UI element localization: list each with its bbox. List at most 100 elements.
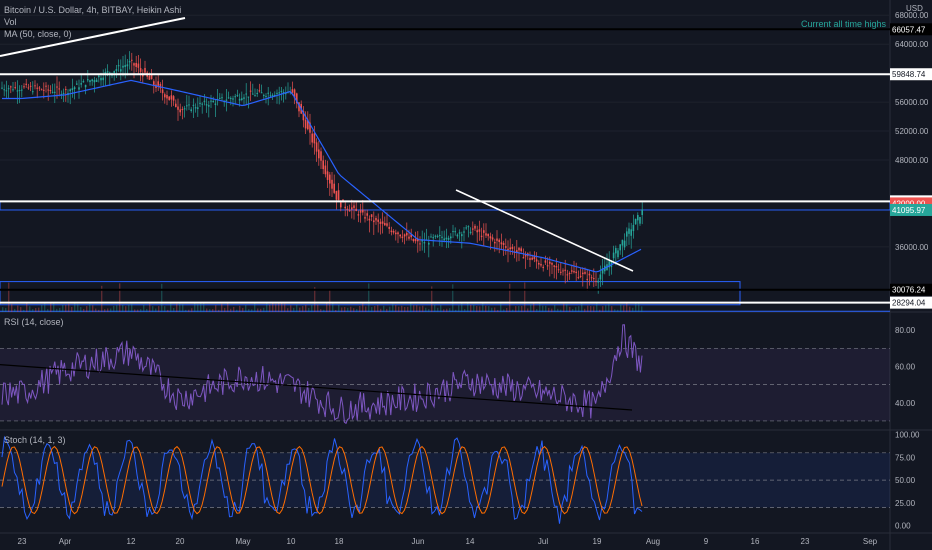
candle-body bbox=[117, 65, 120, 67]
candle-body bbox=[126, 64, 129, 67]
candle-body bbox=[14, 87, 16, 89]
candle-body bbox=[542, 266, 544, 269]
candle-body bbox=[87, 79, 89, 81]
volume-bar bbox=[14, 308, 16, 312]
candle-body bbox=[249, 90, 252, 92]
candle-body bbox=[256, 92, 258, 94]
rsi-tick-label: 40.00 bbox=[895, 399, 916, 408]
price-tick-label: 68000.00 bbox=[895, 11, 929, 20]
candle-body bbox=[274, 94, 276, 96]
volume-bar bbox=[380, 308, 382, 312]
volume-bar bbox=[116, 305, 118, 312]
candle-body bbox=[337, 190, 340, 201]
candle-body bbox=[518, 247, 520, 251]
price-tick-label: 64000.00 bbox=[895, 40, 929, 49]
candle-body bbox=[478, 229, 481, 232]
candle-body bbox=[346, 208, 349, 211]
volume-bar bbox=[605, 305, 607, 312]
volume-bar bbox=[191, 308, 193, 312]
candle-body bbox=[201, 103, 203, 105]
volume-bar bbox=[137, 309, 139, 312]
candles bbox=[1, 51, 643, 294]
volume-bar bbox=[521, 305, 523, 312]
volume-bar bbox=[383, 305, 385, 312]
candle-body bbox=[322, 160, 324, 170]
candle-body bbox=[377, 219, 379, 222]
volume-bar bbox=[200, 302, 202, 312]
volume-bar bbox=[413, 305, 415, 312]
candle-body bbox=[265, 95, 267, 97]
volume-bar bbox=[149, 302, 151, 312]
volume-bar bbox=[266, 302, 268, 312]
candle-body bbox=[359, 210, 362, 213]
candle-body bbox=[384, 223, 386, 226]
candle-body bbox=[100, 77, 102, 81]
volume-bar bbox=[263, 307, 265, 312]
candle-body bbox=[23, 86, 25, 88]
candle-body bbox=[47, 89, 49, 91]
volume-bar bbox=[26, 302, 28, 312]
candle-body bbox=[76, 83, 78, 85]
volume-bar bbox=[158, 306, 160, 312]
candle-body bbox=[399, 234, 401, 237]
volume-bar bbox=[317, 304, 319, 312]
candle-body bbox=[441, 236, 443, 238]
candle-body bbox=[302, 110, 305, 121]
volume-bar bbox=[239, 305, 241, 312]
candle-body bbox=[639, 216, 641, 224]
all-time-high-annotation: Current all time highs bbox=[800, 19, 886, 29]
candle-body bbox=[434, 235, 437, 237]
candle-body bbox=[16, 90, 19, 92]
candle-body bbox=[531, 257, 533, 260]
candle-body bbox=[320, 151, 322, 161]
candle-body bbox=[357, 214, 360, 216]
chart-legend: Bitcoin / U.S. Dollar, 4h, BITBAY, Heiki… bbox=[4, 4, 181, 40]
volume-bar bbox=[335, 309, 337, 312]
volume-bar bbox=[434, 304, 436, 312]
candle-body bbox=[579, 275, 582, 277]
candle-body bbox=[445, 237, 448, 240]
candle-body bbox=[355, 208, 357, 212]
candle-body bbox=[214, 103, 217, 105]
candle-body bbox=[232, 98, 234, 100]
candle-body bbox=[49, 90, 52, 92]
time-tick-label: 12 bbox=[127, 537, 136, 546]
volume-bar bbox=[98, 309, 100, 312]
volume-bar bbox=[524, 282, 526, 312]
candle-body bbox=[571, 270, 573, 272]
candle-body bbox=[122, 65, 124, 68]
volume-bar bbox=[494, 307, 496, 312]
volume-bar bbox=[578, 306, 580, 312]
candle-body bbox=[7, 88, 10, 90]
volume-bar bbox=[617, 309, 619, 312]
volume-bar bbox=[272, 303, 274, 312]
time-tick-label: 10 bbox=[287, 537, 296, 546]
volume-bar bbox=[533, 303, 535, 312]
candle-body bbox=[366, 213, 368, 216]
candle-body bbox=[243, 97, 245, 99]
volume-bar bbox=[563, 303, 565, 312]
volume-bar bbox=[41, 304, 43, 312]
candle-body bbox=[197, 107, 199, 109]
volume-bar bbox=[299, 307, 301, 312]
volume-bar bbox=[248, 309, 250, 312]
candle-body bbox=[505, 246, 507, 248]
volume-bar bbox=[194, 302, 196, 312]
volume-bar bbox=[407, 306, 409, 312]
volume-bar bbox=[545, 305, 547, 312]
candle-body bbox=[469, 231, 472, 234]
candle-body bbox=[476, 230, 478, 233]
candle-body bbox=[626, 231, 628, 237]
downtrend-line bbox=[455, 189, 634, 272]
candle-body bbox=[252, 93, 254, 95]
candle-body bbox=[586, 278, 588, 280]
candle-body bbox=[227, 97, 230, 99]
volume-bar bbox=[101, 285, 103, 312]
candle-body bbox=[535, 259, 538, 262]
volume-bar bbox=[410, 302, 412, 312]
candle-body bbox=[18, 90, 21, 92]
resistance-zone-box bbox=[0, 200, 891, 211]
stoch-title: Stoch (14, 1, 3) bbox=[4, 435, 66, 445]
candle-body bbox=[128, 61, 131, 63]
